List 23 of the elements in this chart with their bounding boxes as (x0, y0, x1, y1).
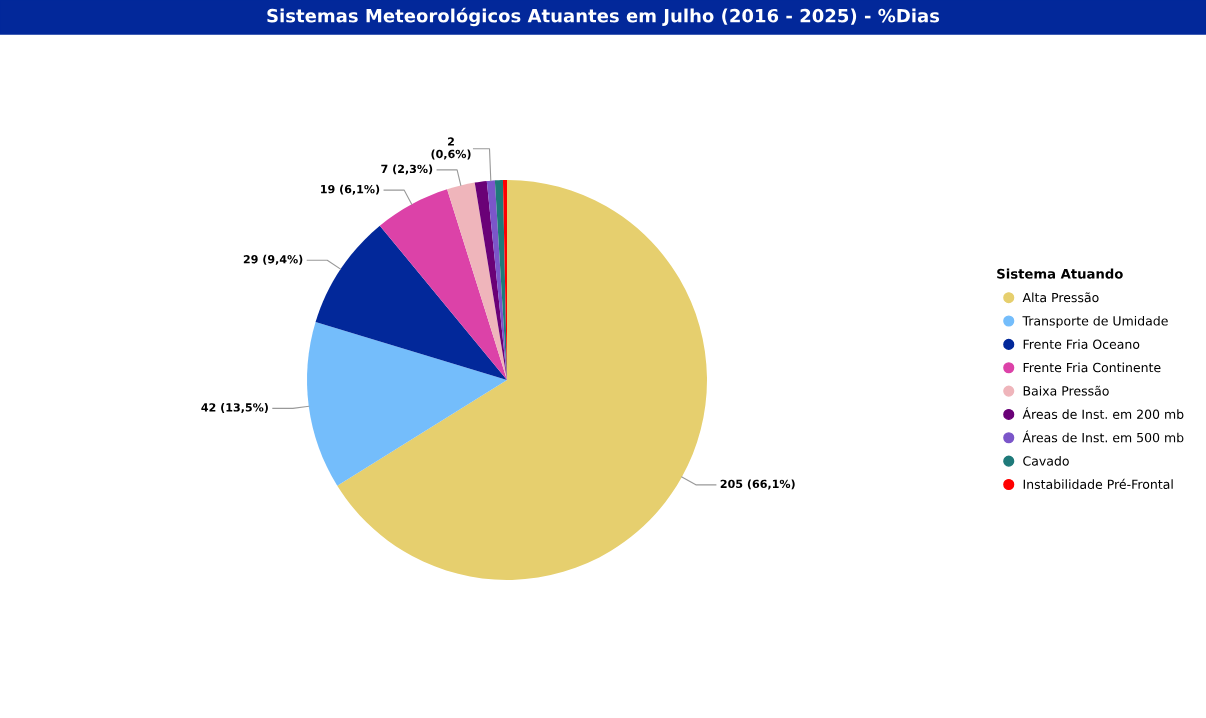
legend-label: Áreas de Inst. em 200 mb (1022, 407, 1184, 419)
pie-slice (447, 182, 507, 380)
chart-title: Sistemas Meteorológicos Atuantes em Julho (2016 - 2025) - %Dias (267, 7, 940, 27)
data-label: 205 (66,1%) (720, 479, 795, 490)
legend-label: Cavado (1023, 456, 1069, 466)
data-label: 42 (13,5%) (201, 403, 268, 414)
data-label: 29 (9,4%) (243, 254, 303, 265)
legend-label: Alta Pressão (1022, 292, 1099, 303)
pie-slice (337, 180, 707, 580)
data-label: 7 (2,3%) (381, 164, 433, 175)
legend-title: Sistema Atuando (997, 268, 1123, 279)
data-label: 19 (6,1%) (321, 184, 380, 195)
pie-slice (474, 181, 507, 380)
pie-slice (307, 322, 507, 486)
data-label: 2 (0,6%) (431, 137, 471, 160)
legend-label: Frente Fria Oceano (1023, 339, 1140, 349)
legend-label: Baixa Pressão (1023, 385, 1109, 396)
legend-label: Frente Fria Continente (1023, 362, 1161, 373)
pie-slice (315, 225, 507, 380)
pie-slice (379, 189, 507, 380)
legend-label: Áreas de Inst. em 500 mb (1022, 430, 1184, 443)
legend-label: Transporte de Umidade (1022, 315, 1168, 329)
legend-label: Instabilidade Pré-Frontal (1023, 478, 1173, 490)
